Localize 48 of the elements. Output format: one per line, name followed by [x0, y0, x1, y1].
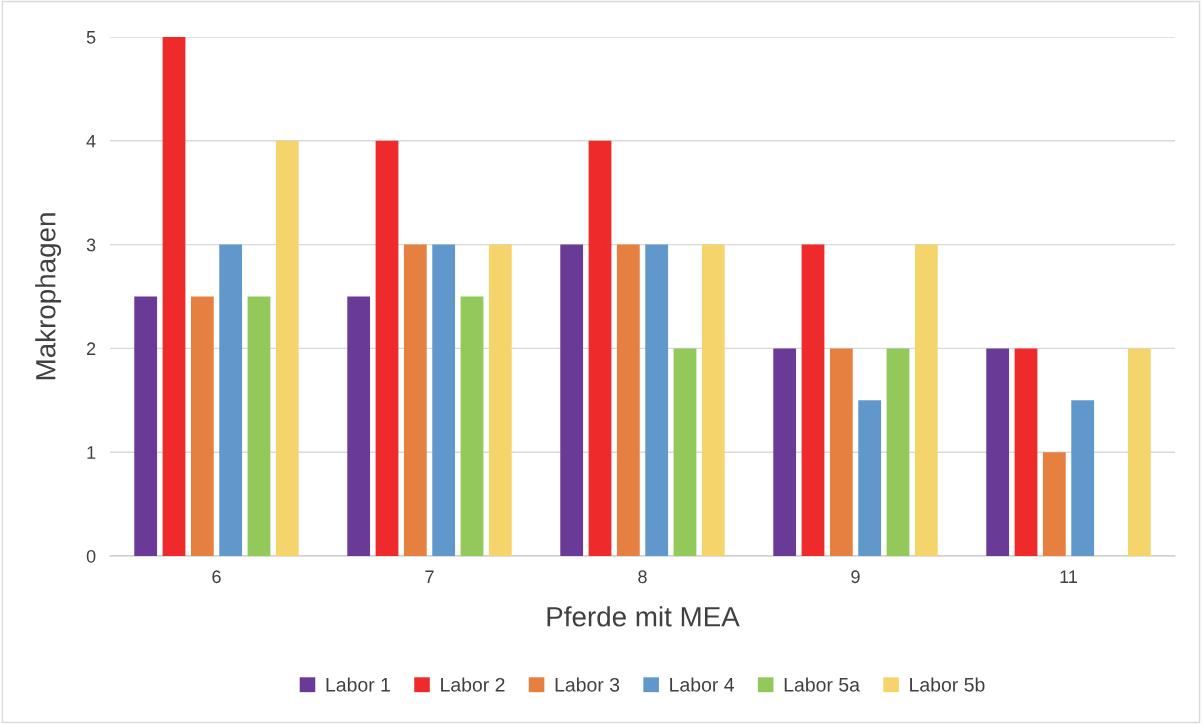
bar: [858, 400, 882, 556]
bar: [247, 296, 271, 556]
bar: [986, 348, 1010, 556]
bar: [801, 244, 825, 556]
y-tick-label: 3: [86, 238, 96, 252]
legend-label: Labor 4: [670, 677, 735, 692]
bar: [1127, 348, 1151, 556]
bar: [190, 296, 214, 556]
bar: [488, 244, 512, 556]
x-tick-label: 8: [638, 570, 647, 584]
bar: [1071, 400, 1095, 556]
legend-label: Labor 3: [555, 677, 620, 692]
bar: [1014, 348, 1038, 556]
bar: [162, 37, 186, 556]
legend-label: Labor 5a: [784, 677, 860, 692]
y-tick-label: 1: [87, 446, 96, 459]
x-tick-label: 11: [1060, 570, 1077, 583]
x-tick-label: 6: [212, 570, 221, 584]
bar: [403, 244, 427, 556]
bar: [914, 244, 938, 556]
bar: [460, 296, 484, 556]
bar: [701, 244, 725, 556]
y-tick-label: 5: [86, 31, 96, 44]
bar: [275, 140, 299, 556]
bar: [560, 244, 584, 556]
bar: [773, 348, 797, 556]
y-tick-label: 0: [86, 549, 96, 563]
legend-label: Labor 2: [441, 677, 505, 692]
bar: [829, 348, 853, 556]
bar: [432, 244, 456, 556]
y-tick-label: 2: [86, 342, 96, 355]
y-axis-title: Makrophagen: [35, 213, 62, 380]
legend-label: Labor 5b: [910, 677, 985, 692]
legend-label: Labor 1: [326, 677, 390, 692]
bar: [673, 348, 697, 556]
bar: [886, 348, 910, 556]
bar: [134, 296, 158, 556]
x-tick-label: 7: [425, 570, 434, 583]
bar: [347, 296, 371, 556]
bar: [616, 244, 640, 556]
y-tick-label: 4: [86, 134, 96, 148]
bar: [219, 244, 243, 556]
bar: [1042, 452, 1066, 556]
bar: [588, 140, 612, 556]
bar: [375, 140, 399, 556]
bar: [645, 244, 669, 556]
x-axis-title: Pferde mit MEA: [547, 606, 740, 627]
x-tick-label: 9: [851, 570, 860, 584]
